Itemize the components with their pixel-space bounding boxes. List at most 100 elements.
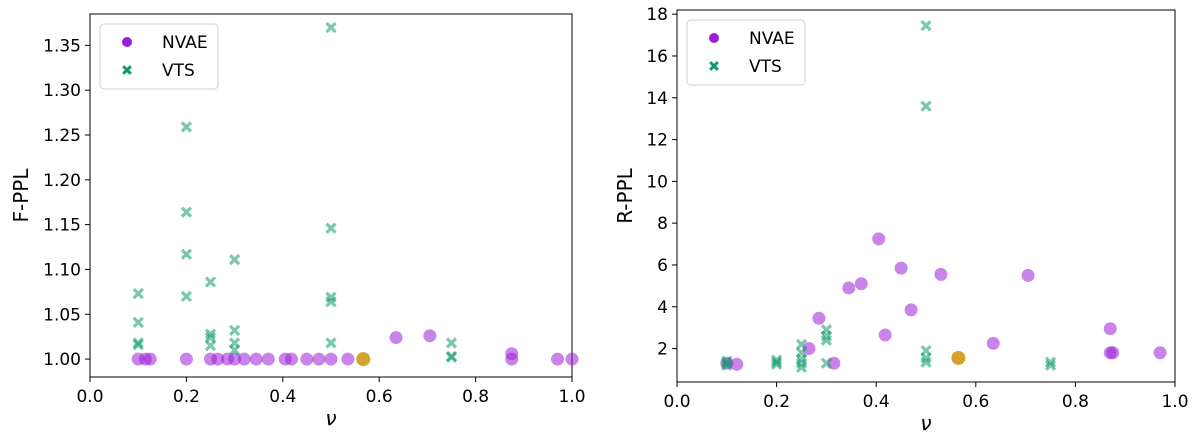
- chart-2-xtick-label-1: 0.2: [763, 392, 790, 412]
- chart-2-legend-vts-marker: [709, 61, 719, 71]
- chart-1-legend-nvae-label: NVAE: [162, 33, 208, 53]
- chart-2-xtick-label-2: 0.4: [863, 392, 890, 412]
- chart-1-nvae-point-2: [143, 352, 157, 366]
- chart-2-vts-point-2: [721, 359, 733, 371]
- chart-2-nvae-point-3: [812, 311, 826, 325]
- chart-1-xtick-label-1: 0.2: [173, 387, 200, 407]
- chart-2-vts-point-20: [1044, 356, 1057, 368]
- chart-1-vts-point-4: [180, 121, 193, 133]
- chart-1-ytick-label-6: 1.30: [43, 81, 81, 101]
- chart-1-vts-point-7: [180, 290, 193, 302]
- chart-1-vts-point-5: [180, 206, 193, 218]
- chart-2-nvae-point-14: [1103, 322, 1117, 336]
- chart-1-vts-point-9: [204, 328, 217, 340]
- chart-1-nvae-point-20: [505, 347, 519, 361]
- chart-2-vts-point-5: [770, 358, 783, 370]
- chart-2-nvae-point-12: [986, 336, 1000, 350]
- chart-1-xtick-label-5: 1.0: [558, 387, 585, 407]
- chart-2-legend-nvae-label: NVAE: [749, 29, 795, 49]
- chart-1-xtick-label-4: 0.8: [462, 387, 489, 407]
- chart-2-xtick-label-3: 0.6: [962, 392, 989, 412]
- chart-1-vts-point-17: [325, 222, 337, 234]
- chart-2-highlight-point: [951, 350, 966, 365]
- chart-2-nvae-point-8: [878, 328, 892, 342]
- chart-1-nvae-point-12: [284, 352, 298, 366]
- chart-1-nvae-point-22: [565, 352, 579, 366]
- chart-1-nvae-point-18: [423, 329, 437, 343]
- chart-2-nvae-point-11: [934, 267, 948, 281]
- chart-2-vts-point-14: [820, 357, 833, 369]
- chart-2-nvae-point-6: [854, 277, 868, 291]
- chart-2-vts-point-6: [795, 338, 808, 351]
- chart-2-vts-point-16: [920, 100, 932, 112]
- chart-2-nvae-point-1: [730, 357, 744, 371]
- chart-1-vts-point-13: [228, 324, 241, 337]
- chart-2: 0.0 0.2 0.4 0.6 0.8 1.0 2 4 6 8 10 12 14 16 18 ν R-PPL NV…: [613, 5, 1189, 435]
- chart-2-nvae-point-16: [1106, 346, 1120, 360]
- chart-2-vts-point-10: [795, 361, 808, 374]
- chart-1-vts-point-19: [325, 296, 337, 308]
- chart-2-xlabel: ν: [920, 411, 931, 432]
- chart-1-highlight-point: [356, 352, 371, 367]
- chart-1: 0.0 0.2 0.4 0.6 0.8 1.0 1.00 1.05 1.10 1.15 1.20 1.…: [9, 13, 586, 430]
- chart-1-ytick-label-2: 1.10: [43, 260, 81, 280]
- chart-2-legend-vts-label: VTS: [749, 57, 782, 77]
- chart-1-vts-point-3: [132, 339, 144, 351]
- chart-1-nvae-point-21: [551, 352, 565, 366]
- chart-1-vts-point-15: [228, 344, 241, 356]
- chart-1-ytick-label-4: 1.20: [43, 171, 81, 191]
- chart-1-ytick-label-3: 1.15: [43, 216, 81, 236]
- chart-2-axes-frame: [676, 9, 1176, 383]
- chart-1-xtick-label-2: 0.4: [269, 387, 296, 407]
- chart-1-axes-frame: [89, 13, 573, 378]
- chart-1-nvae-point-5: [211, 352, 225, 366]
- chart-1-ytick-label-5: 1.25: [43, 126, 81, 146]
- chart-1-nvae-point-15: [324, 352, 338, 366]
- chart-2-ytick-label-4: 10: [646, 172, 668, 192]
- chart-1-vts-point-16: [325, 21, 337, 34]
- chart-1-nvae-point-10: [261, 352, 275, 366]
- chart-1-nvae-point-13: [300, 352, 314, 366]
- chart-1-nvae-point-17: [389, 331, 403, 345]
- chart-2-nvae-point-17: [1153, 346, 1167, 360]
- chart-2-xtick-label-5: 1.0: [1161, 392, 1188, 412]
- chart-1-vts-point-6: [180, 248, 193, 260]
- chart-2-vts-point-19: [920, 356, 932, 368]
- chart-2-ytick-label-3: 8: [657, 214, 668, 234]
- chart-2-ytick-label-2: 6: [657, 256, 668, 276]
- chart-2-nvae-point-10: [904, 303, 918, 317]
- chart-2-ytick-label-5: 12: [646, 131, 668, 151]
- chart-1-legend-vts-label: VTS: [162, 61, 195, 81]
- chart-2-vts-point-13: [820, 334, 833, 346]
- chart-1-ytick-label-7: 1.35: [43, 36, 81, 56]
- chart-1-nvae-point-14: [312, 352, 326, 366]
- chart-1-vts-point-21: [445, 337, 458, 349]
- chart-1-ylabel: F-PPL: [9, 168, 33, 223]
- chart-1-xtick-label-0: 0.0: [76, 387, 103, 407]
- chart-1-vts-point-0: [132, 288, 144, 300]
- chart-2-ytick-label-0: 2: [657, 340, 668, 360]
- chart-2-nvae-point-2: [802, 342, 816, 356]
- chart-1-vts-point-11: [204, 339, 217, 352]
- chart-1-vts-point-12: [228, 253, 241, 266]
- chart-2-xtick-label-4: 0.8: [1062, 392, 1089, 412]
- chart-2-ytick-label-7: 16: [646, 47, 668, 67]
- chart-2-xtick-label-0: 0.0: [663, 392, 690, 412]
- chart-1-nvae-point-8: [237, 352, 251, 366]
- chart-1-legend-vts-marker: [122, 65, 132, 75]
- chart-1-nvae-point-9: [249, 352, 263, 366]
- chart-1-xtick-label-3: 0.6: [366, 387, 393, 407]
- chart-2-legend-nvae-marker: [709, 33, 719, 43]
- chart-1-vts-point-1: [132, 316, 144, 328]
- chart-2-ytick-label-8: 18: [646, 5, 668, 25]
- chart-2-nvae-point-13: [1021, 268, 1035, 282]
- chart-1-legend-nvae-marker: [122, 37, 132, 47]
- chart-1-xlabel: ν: [325, 406, 336, 430]
- chart-2-ylabel: R-PPL: [613, 167, 637, 223]
- chart-2-vts-point-15: [920, 20, 932, 32]
- chart-1-ytick-label-1: 1.05: [43, 305, 81, 325]
- chart-1-vts-point-20: [325, 337, 337, 349]
- chart-2-nvae-point-7: [872, 232, 886, 246]
